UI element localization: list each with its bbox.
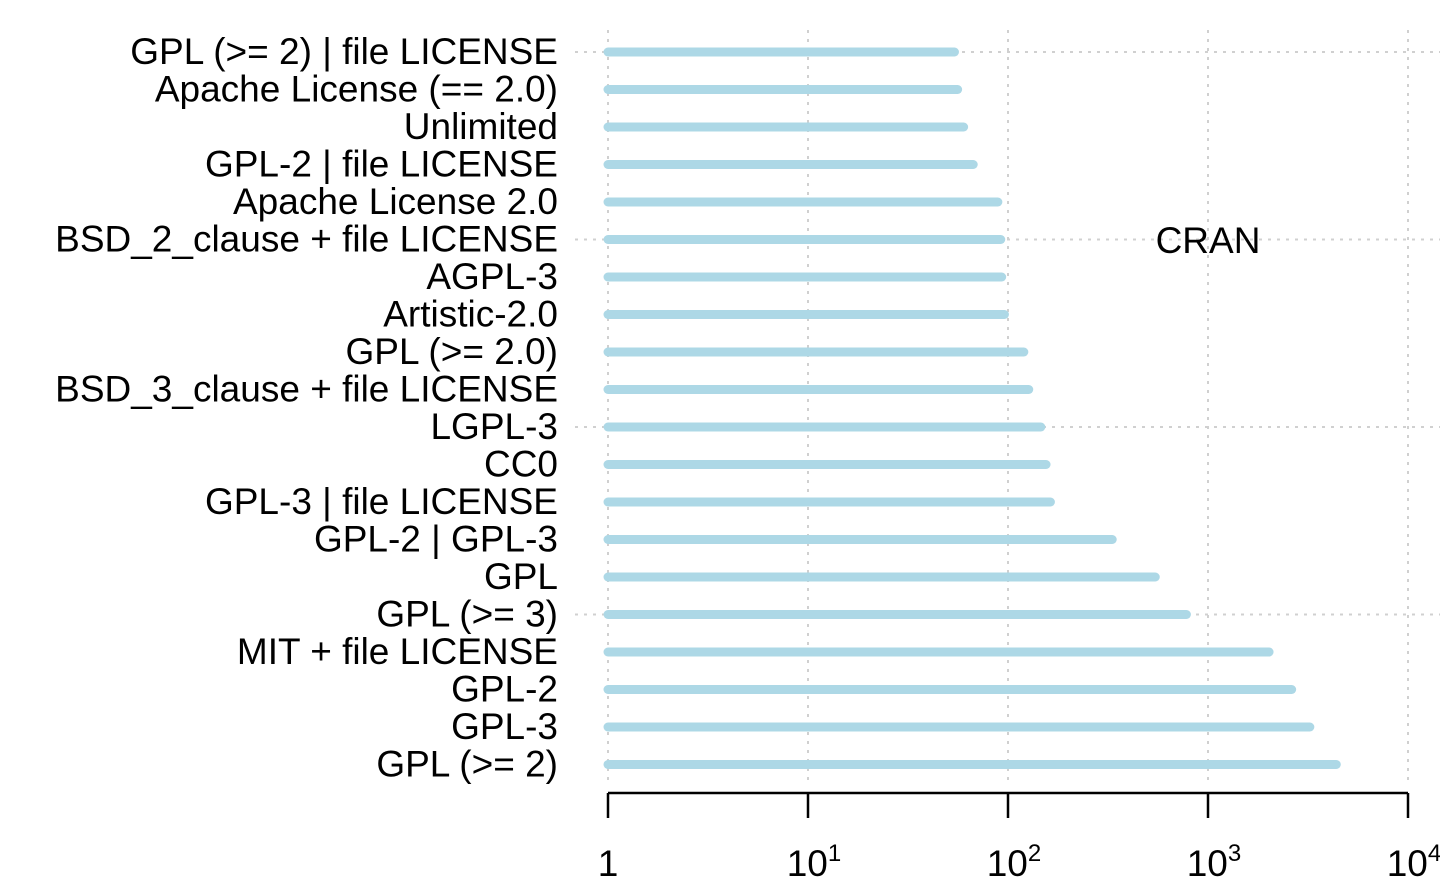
category-label: GPL-2 (451, 669, 558, 710)
x-tick-label: 104 (1387, 840, 1440, 884)
category-label: Apache License 2.0 (233, 181, 558, 222)
category-label: GPL-3 | file LICENSE (205, 481, 558, 522)
category-label: GPL (>= 3) (376, 594, 558, 635)
category-label: LGPL-3 (430, 406, 558, 447)
category-label: BSD_2_clause + file LICENSE (55, 219, 558, 260)
annotation-text: CRAN (1156, 220, 1261, 261)
category-label: GPL (>= 2) (376, 744, 558, 785)
grid (575, 30, 1440, 780)
category-label: CC0 (484, 444, 558, 485)
category-label: MIT + file LICENSE (237, 631, 558, 672)
category-label: Artistic-2.0 (383, 294, 558, 335)
x-tick-label: 1 (598, 843, 619, 884)
category-label: Apache License (== 2.0) (155, 69, 558, 110)
category-label: GPL-3 (451, 706, 558, 747)
category-label: GPL (484, 556, 558, 597)
category-label: GPL-2 | file LICENSE (205, 144, 558, 185)
category-label: GPL (>= 2) | file LICENSE (130, 31, 558, 72)
category-label: Unlimited (404, 106, 558, 147)
x-axis: 1 101 102 103 104 (598, 791, 1440, 884)
category-label: GPL-2 | GPL-3 (314, 519, 558, 560)
category-label: BSD_3_clause + file LICENSE (55, 369, 558, 410)
category-label: AGPL-3 (426, 256, 558, 297)
x-tick-label: 102 (987, 840, 1042, 884)
bars (603, 47, 1341, 769)
x-tick-label: 103 (1187, 840, 1242, 884)
category-label: GPL (>= 2.0) (345, 331, 558, 372)
x-tick-label: 101 (787, 840, 842, 884)
